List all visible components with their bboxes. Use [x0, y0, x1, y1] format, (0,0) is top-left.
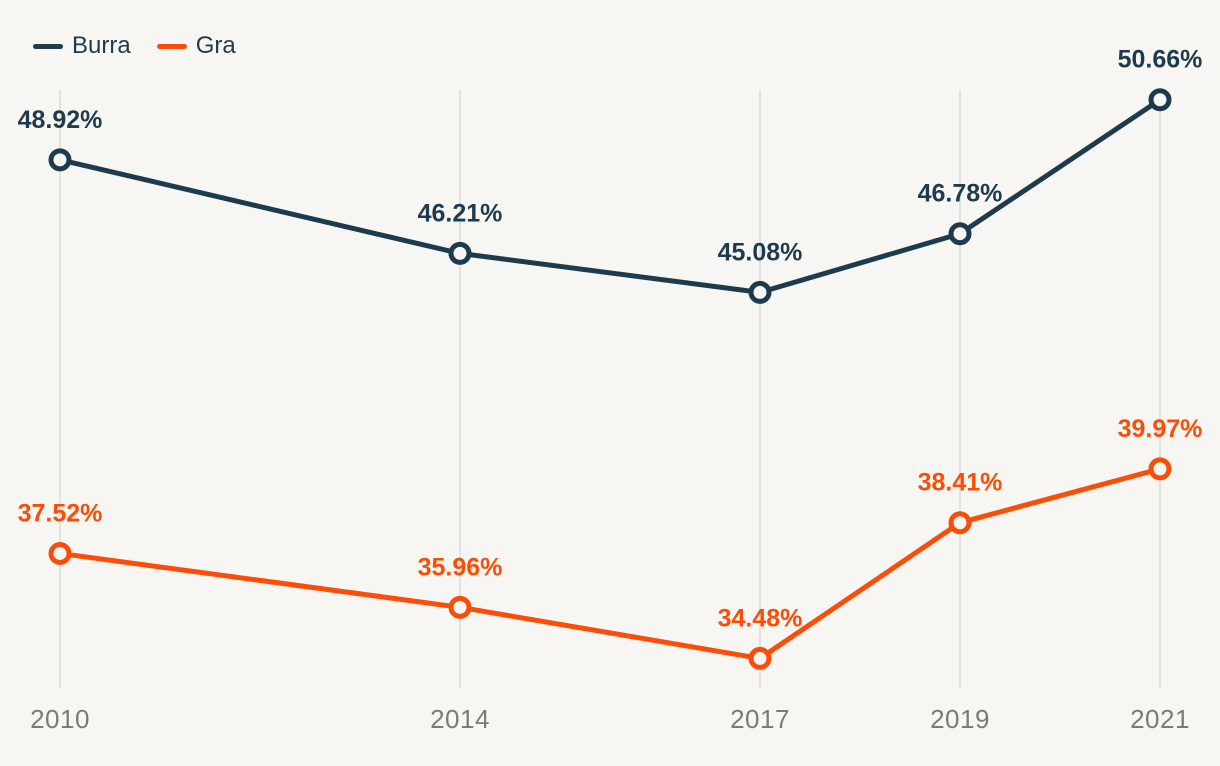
data-point-marker-gra-2019[interactable]: [948, 511, 972, 535]
legend-item-gra[interactable]: Gra: [156, 32, 236, 59]
gra-series-swatch: [156, 43, 187, 49]
series-line-gra: [57, 466, 1163, 661]
data-point-marker-burra-2014[interactable]: [448, 241, 472, 265]
data-label-gra-2017: 34.48%: [718, 604, 803, 632]
data-point-marker-burra-2021[interactable]: [1148, 88, 1172, 112]
data-point-marker-burra-2017[interactable]: [748, 280, 772, 304]
data-point-marker-gra-2010[interactable]: [48, 541, 72, 565]
data-label-burra-2019: 46.78%: [918, 180, 1003, 208]
data-label-burra-2010: 48.92%: [18, 106, 103, 134]
x-tick-label-2010: 2010: [30, 704, 90, 734]
legend-item-burra[interactable]: Burra: [33, 34, 131, 58]
data-point-marker-gra-2021[interactable]: [1148, 457, 1172, 481]
data-label-burra-2017: 45.08%: [718, 238, 803, 266]
data-point-marker-burra-2019[interactable]: [948, 222, 972, 246]
data-label-gra-2019: 38.41%: [918, 469, 1003, 497]
x-tick-label-2014: 2014: [430, 704, 490, 734]
x-tick-label-2017: 2017: [730, 704, 790, 734]
burra-series-swatch: [33, 43, 63, 49]
data-point-marker-gra-2017[interactable]: [748, 646, 772, 670]
data-label-burra-2014: 46.21%: [418, 199, 503, 227]
data-point-marker-gra-2014[interactable]: [448, 595, 472, 619]
data-label-gra-2010: 37.52%: [18, 499, 103, 527]
legend-label-burra: Burra: [72, 32, 131, 59]
data-label-gra-2014: 35.96%: [418, 553, 503, 581]
x-tick-label-2021: 2021: [1130, 704, 1190, 734]
x-tick-label-2019: 2019: [930, 704, 990, 734]
data-label-burra-2021: 50.66%: [1118, 46, 1203, 74]
data-point-marker-burra-2010[interactable]: [48, 148, 72, 172]
legend: Burra Gra: [33, 34, 236, 58]
data-label-gra-2021: 39.97%: [1118, 415, 1203, 443]
legend-label-gra: Gra: [195, 32, 236, 59]
